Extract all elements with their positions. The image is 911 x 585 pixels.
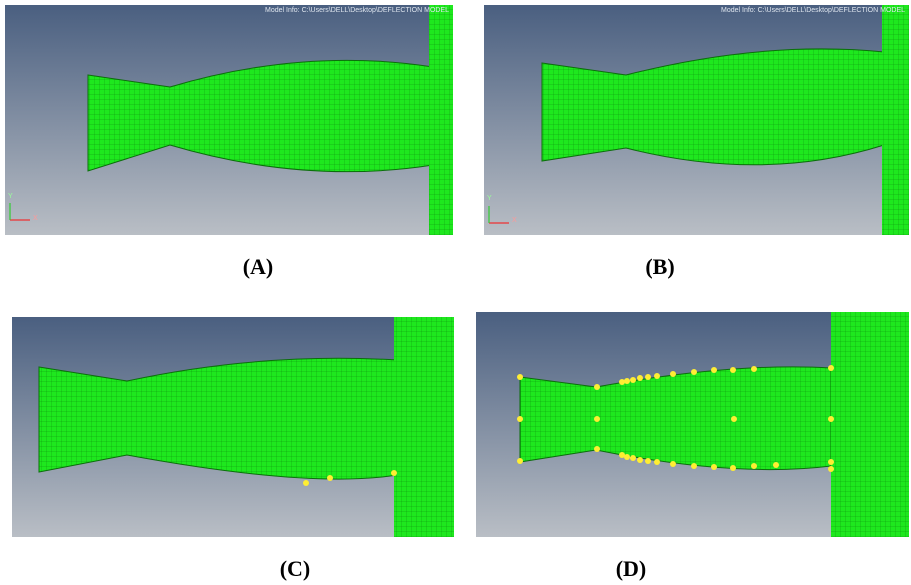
axis-y-label-a: Y (8, 193, 13, 200)
node-markers-c (303, 470, 397, 486)
node-marker (645, 374, 651, 380)
node-marker (731, 416, 737, 422)
model-info-b: Model Info: C:\Users\DELL\Desktop\DEFLEC… (721, 7, 905, 14)
node-markers-d (517, 365, 834, 472)
nozzle-mesh-c (38, 357, 398, 480)
node-marker (773, 462, 779, 468)
flange-mesh-d (831, 312, 909, 537)
node-marker (711, 464, 717, 470)
node-marker (594, 416, 600, 422)
node-marker (637, 375, 643, 381)
panel-d-viewport[interactable] (476, 312, 909, 537)
node-marker (630, 455, 636, 461)
node-marker (828, 459, 834, 465)
node-marker (828, 416, 834, 422)
node-marker (711, 367, 717, 373)
node-marker (303, 480, 309, 486)
node-marker (691, 463, 697, 469)
flange-mesh-c (394, 317, 454, 537)
model-info-a: Model Info: C:\Users\DELL\Desktop\DEFLEC… (265, 7, 449, 14)
node-marker (654, 373, 660, 379)
node-marker (517, 374, 523, 380)
mesh-view-b (484, 5, 909, 235)
node-marker (517, 416, 523, 422)
axis-x-label-a: X (33, 215, 38, 222)
node-marker (594, 446, 600, 452)
node-marker (391, 470, 397, 476)
node-marker (691, 369, 697, 375)
node-marker (751, 463, 757, 469)
caption-b: (B) (645, 254, 675, 279)
caption-a: (A) (242, 254, 274, 279)
flange-mesh-a (429, 5, 453, 235)
node-marker (327, 475, 333, 481)
caption-c: (C) (279, 556, 311, 581)
node-marker (645, 458, 651, 464)
node-marker (751, 366, 757, 372)
node-marker (654, 459, 660, 465)
node-marker (730, 465, 736, 471)
node-marker (828, 466, 834, 472)
panel-c-viewport[interactable] (12, 317, 454, 537)
axis-triad-a (9, 203, 30, 221)
mesh-view-d (476, 312, 909, 537)
mesh-view-a (5, 5, 453, 235)
node-marker (594, 384, 600, 390)
panel-b-viewport[interactable]: Model Info: C:\Users\DELL\Desktop\DEFLEC… (484, 5, 909, 235)
node-marker (619, 452, 625, 458)
axis-y-label-b: Y (487, 195, 492, 202)
panel-a-viewport[interactable]: Model Info: C:\Users\DELL\Desktop\DEFLEC… (5, 5, 453, 235)
node-marker (828, 365, 834, 371)
flange-mesh-b (882, 5, 909, 235)
mesh-view-c (12, 317, 454, 537)
node-marker (619, 379, 625, 385)
axis-x-label-b: X (512, 217, 517, 224)
node-marker (670, 371, 676, 377)
node-marker (624, 378, 630, 384)
caption-d: (D) (615, 556, 647, 581)
node-marker (670, 461, 676, 467)
node-marker (630, 377, 636, 383)
node-marker (517, 458, 523, 464)
node-marker (637, 457, 643, 463)
node-marker (730, 367, 736, 373)
node-marker (624, 454, 630, 460)
axis-triad-b (488, 206, 509, 224)
